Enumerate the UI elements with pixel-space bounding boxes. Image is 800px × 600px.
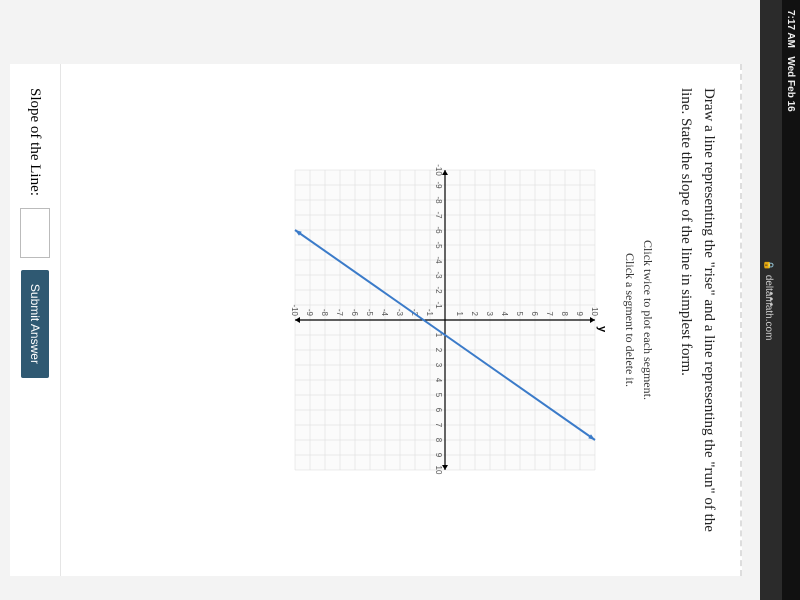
svg-text:3: 3 [485,312,494,317]
svg-text:6: 6 [530,312,539,317]
svg-text:8: 8 [560,312,569,317]
svg-text:-7: -7 [335,309,344,317]
svg-text:-2: -2 [434,286,443,294]
svg-text:9: 9 [434,453,443,458]
svg-text:4: 4 [500,312,509,317]
graph-hints: Click twice to plot each segment. Click … [621,88,657,552]
svg-text:-3: -3 [434,271,443,279]
svg-text:-1: -1 [425,309,434,317]
status-date: Wed Feb 16 [786,56,797,111]
lock-icon: 🔒 [764,260,775,271]
svg-text:3: 3 [434,363,443,368]
svg-text:-4: -4 [380,309,389,317]
svg-text:8: 8 [434,438,443,443]
svg-text:5: 5 [434,393,443,398]
svg-text:2: 2 [434,348,443,353]
svg-text:-8: -8 [320,309,329,317]
svg-text:-6: -6 [434,226,443,234]
problem-prompt: Draw a line representing the "rise" and … [675,88,720,552]
status-time: 7:17 AM [786,10,797,48]
slope-label: Slope of the Line: [27,88,44,196]
coordinate-graph[interactable]: -10-9-8-7-6-5-4-3-2-112345678910-10-9-8-… [275,150,615,490]
svg-text:-3: -3 [395,309,404,317]
svg-text:-9: -9 [434,181,443,189]
page-content: Draw a line representing the "rise" and … [0,0,760,600]
svg-text:-5: -5 [434,241,443,249]
submit-button[interactable]: Submit Answer [21,270,49,378]
svg-text:y: y [596,326,608,333]
svg-text:1: 1 [455,312,464,317]
svg-text:-6: -6 [350,309,359,317]
svg-text:7: 7 [434,423,443,428]
svg-text:10: 10 [590,307,599,316]
svg-text:-7: -7 [434,211,443,219]
svg-text:6: 6 [434,408,443,413]
hint-line-1: Click twice to plot each segment. [639,88,657,552]
svg-text:4: 4 [434,378,443,383]
svg-text:-1: -1 [434,301,443,309]
svg-text:-9: -9 [305,309,314,317]
svg-text:-10: -10 [290,304,299,316]
svg-text:7: 7 [545,312,554,317]
svg-text:2: 2 [470,312,479,317]
svg-text:10: 10 [434,466,443,475]
browser-domain: deltamath.com [764,275,775,341]
svg-text:-5: -5 [365,309,374,317]
svg-text:5: 5 [515,312,524,317]
svg-text:-10: -10 [434,164,443,176]
svg-text:9: 9 [575,312,584,317]
problem-card: Draw a line representing the "rise" and … [61,64,742,576]
answer-bar: Slope of the Line: Submit Answer [10,64,61,576]
slope-input[interactable] [20,208,50,258]
tablet-status-bar: 7:17 AM Wed Feb 16 [782,0,800,600]
hint-line-2: Click a segment to delete it. [621,88,639,552]
svg-text:-4: -4 [434,256,443,264]
svg-text:-8: -8 [434,196,443,204]
